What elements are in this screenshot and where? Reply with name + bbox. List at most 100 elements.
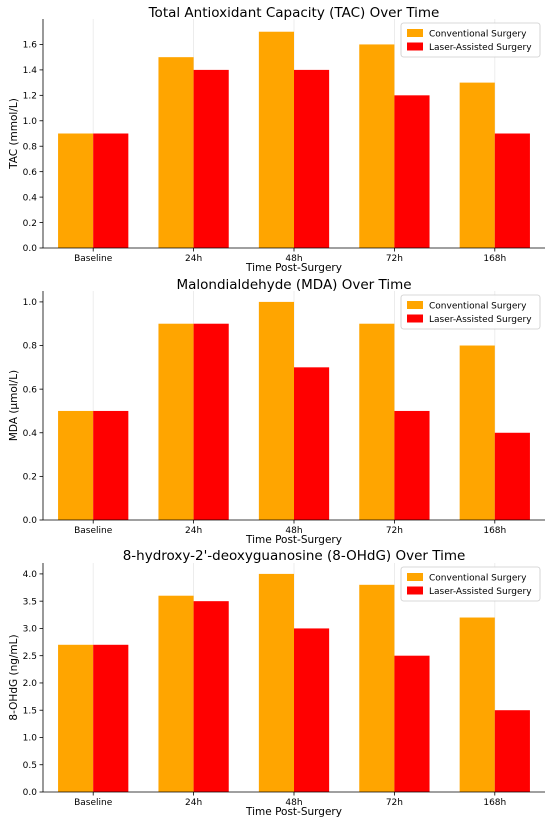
- chart-title: 8-hydroxy-2'-deoxyguanosine (8-OHdG) Ove…: [123, 548, 466, 564]
- x-axis-label: Time Post-Surgery: [245, 534, 342, 546]
- bar-laser-72h: [394, 655, 430, 792]
- bar-laser-48h: [294, 628, 330, 792]
- legend-label-conventional: Conventional Surgery: [429, 302, 527, 312]
- y-tick-label: 0.6: [23, 385, 38, 395]
- legend-label-laser: Laser-Assisted Surgery: [429, 43, 532, 53]
- x-tick-label: Baseline: [74, 526, 113, 536]
- bar-laser-48h: [294, 69, 330, 248]
- y-tick-label: 0.0: [23, 788, 38, 798]
- bar-laser-24h: [193, 323, 229, 520]
- bar-laser-24h: [193, 601, 229, 792]
- chart-panel-2: 0.0 0.2 0.4 0.6 0.8 1.0 Baseline 24h 48h 72h 168h M…: [8, 277, 545, 546]
- bar-conventional-48h: [258, 31, 294, 248]
- x-tick-label: 24h: [185, 526, 202, 536]
- bar-laser-72h: [394, 95, 430, 248]
- y-tick-label: 1.2: [23, 92, 37, 102]
- x-tick-label: 48h: [285, 798, 302, 808]
- legend-swatch-conventional: [407, 301, 423, 309]
- bar-conventional-72h: [359, 44, 395, 248]
- x-tick-label: 24h: [185, 254, 202, 264]
- y-tick-label: 0.6: [23, 168, 38, 178]
- bar-laser-168h: [494, 133, 530, 248]
- bar-conventional-168h: [459, 82, 495, 248]
- y-tick-label: 1.0: [23, 734, 38, 744]
- y-tick-label: 4.0: [23, 570, 38, 580]
- legend-frame: [400, 294, 541, 330]
- x-axis-label: Time Post-Surgery: [245, 262, 342, 274]
- legend-swatch-conventional: [407, 29, 423, 37]
- x-tick-label: Baseline: [74, 798, 113, 808]
- legend-swatch-laser: [407, 314, 423, 323]
- legend-swatch-conventional: [407, 573, 423, 581]
- legend-frame: [400, 566, 541, 602]
- y-tick-label: 1.4: [23, 66, 38, 76]
- bar-conventional-baseline: [58, 644, 94, 792]
- bar-conventional-48h: [258, 301, 294, 520]
- y-tick-label: 2.0: [23, 679, 38, 689]
- y-axis-label: TAC (mmol/L): [8, 98, 20, 170]
- y-tick-label: 1.0: [23, 117, 38, 127]
- x-tick-label: 48h: [285, 254, 302, 264]
- x-tick-label: 72h: [386, 254, 403, 264]
- y-tick-label: 0.0: [23, 516, 38, 526]
- bar-conventional-72h: [359, 323, 395, 520]
- y-tick-label: 0.2: [23, 473, 37, 483]
- y-tick-label: 3.0: [23, 625, 38, 635]
- bar-conventional-24h: [158, 323, 194, 520]
- bar-laser-48h: [294, 367, 330, 520]
- x-tick-label: 24h: [185, 798, 202, 808]
- legend-label-laser: Laser-Assisted Surgery: [429, 587, 532, 597]
- legend-label-conventional: Conventional Surgery: [429, 574, 527, 584]
- bar-laser-baseline: [93, 644, 129, 792]
- chart-title: Malondialdehyde (MDA) Over Time: [176, 277, 411, 293]
- y-tick-label: 1.0: [23, 298, 38, 308]
- x-tick-label: 168h: [483, 254, 506, 264]
- x-tick-label: 48h: [285, 526, 302, 536]
- bar-conventional-168h: [459, 617, 495, 792]
- bar-conventional-48h: [258, 573, 294, 792]
- y-tick-label: 2.5: [23, 652, 37, 662]
- x-tick-label: 72h: [386, 798, 403, 808]
- bar-laser-168h: [494, 432, 530, 520]
- x-tick-label: 168h: [483, 798, 506, 808]
- bar-laser-baseline: [93, 133, 129, 248]
- bar-conventional-baseline: [58, 410, 94, 520]
- y-tick-label: 1.5: [23, 706, 37, 716]
- bar-laser-168h: [494, 710, 530, 792]
- x-tick-label: 168h: [483, 526, 506, 536]
- y-tick-label: 0.5: [23, 761, 37, 771]
- y-tick-label: 1.6: [23, 41, 38, 51]
- y-tick-label: 0.0: [23, 244, 38, 254]
- y-tick-label: 0.4: [23, 429, 38, 439]
- legend: Conventional Surgery Laser-Assisted Surge…: [400, 22, 541, 58]
- y-tick-label: 0.8: [23, 142, 38, 152]
- x-tick-label: Baseline: [74, 254, 113, 264]
- bar-laser-baseline: [93, 410, 129, 520]
- bar-conventional-baseline: [58, 133, 94, 248]
- y-tick-label: 0.2: [23, 219, 37, 229]
- legend: Conventional Surgery Laser-Assisted Surge…: [400, 566, 541, 602]
- legend-swatch-laser: [407, 42, 423, 51]
- y-tick-label: 0.4: [23, 193, 38, 203]
- bar-laser-72h: [394, 410, 430, 520]
- bar-conventional-24h: [158, 595, 194, 792]
- y-tick-label: 0.8: [23, 342, 38, 352]
- chart-title: Total Antioxidant Capacity (TAC) Over Ti…: [148, 5, 440, 21]
- bar-laser-24h: [193, 69, 229, 248]
- x-axis-label: Time Post-Surgery: [245, 806, 342, 818]
- x-tick-label: 72h: [386, 526, 403, 536]
- bar-conventional-24h: [158, 57, 194, 248]
- legend-swatch-laser: [407, 586, 423, 595]
- legend-label-conventional: Conventional Surgery: [429, 30, 527, 40]
- chart-panel-3: 0.0 0.5 1.0 1.5 2.0 2.5 3.0 3.5 4.0 Baseline 24h 48…: [8, 548, 545, 818]
- legend-frame: [400, 22, 541, 58]
- y-axis-label: 8-OHdG (ng/mL): [8, 634, 20, 720]
- bar-conventional-72h: [359, 584, 395, 792]
- y-tick-label: 3.5: [23, 597, 37, 607]
- legend-label-laser: Laser-Assisted Surgery: [429, 315, 532, 325]
- y-axis-label: MDA (µmol/L): [8, 370, 20, 441]
- legend: Conventional Surgery Laser-Assisted Surge…: [400, 294, 541, 330]
- chart-panel-1: 0.0 0.2 0.4 0.6 0.8 1.0 1.2 1.4 1.6 Baseline 24h 48…: [8, 5, 545, 274]
- bar-conventional-168h: [459, 345, 495, 520]
